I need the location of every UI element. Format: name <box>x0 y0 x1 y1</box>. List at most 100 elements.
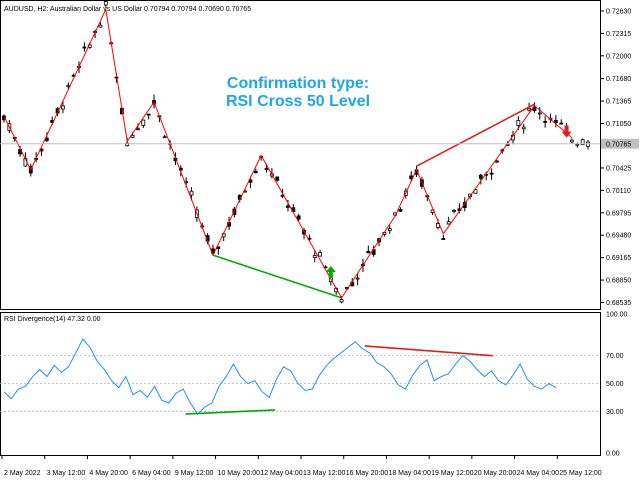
price-tick-label: 0.72315 <box>606 31 631 38</box>
candle-body <box>275 176 280 181</box>
candle <box>296 213 301 222</box>
time-tick-label: 9 May 12:00 <box>175 470 214 477</box>
candle-body <box>103 1 108 6</box>
candle-body <box>580 139 585 146</box>
price-tick-label: 0.69480 <box>606 233 631 240</box>
candle-body <box>543 120 548 123</box>
time-tick-label: 24 May 04:00 <box>517 470 560 477</box>
candle <box>275 176 280 182</box>
candle <box>387 225 392 235</box>
time-tick-label: 16 May 20:00 <box>346 470 389 477</box>
candle-body <box>355 277 360 280</box>
candle <box>189 187 194 201</box>
price-tick-label: 0.68535 <box>606 300 631 307</box>
candle <box>162 134 167 139</box>
time-tick-label: 6 May 04:00 <box>132 470 171 477</box>
candle-body <box>527 107 531 111</box>
rsi-tick-label: 70.00 <box>606 353 624 360</box>
price-tick-label: 0.72630 <box>606 8 631 15</box>
candle <box>559 119 564 125</box>
rsi-line <box>3 338 557 415</box>
time-tick-label: 4 May 20:00 <box>89 470 128 477</box>
candle <box>141 119 146 128</box>
candle-body <box>146 113 151 116</box>
price-chart-title: AUDUSD, H2: Australian Dollar vs US Doll… <box>4 6 251 13</box>
annotation-line-2: RSI Cross 50 Level <box>226 93 370 110</box>
candle-body <box>575 143 580 146</box>
rsi-title: RSI Divergence(14) 47.32 0.00 <box>4 316 101 323</box>
candle-body <box>559 122 564 125</box>
candle-body <box>82 46 87 49</box>
candle <box>216 246 221 255</box>
candle-body <box>553 119 558 123</box>
candle <box>398 207 403 212</box>
time-tick-label: 20 May 20:00 <box>474 470 517 477</box>
candle <box>312 249 317 263</box>
candle <box>495 159 499 163</box>
candle <box>446 216 451 225</box>
candle-body <box>441 238 446 240</box>
candle <box>82 42 87 52</box>
candle-body <box>452 210 456 212</box>
rsi-divergence-line <box>185 409 276 415</box>
candle-body <box>446 221 451 225</box>
price-divergence-line <box>212 254 342 299</box>
candle <box>543 116 548 128</box>
candle <box>355 273 360 286</box>
candle-body <box>264 168 269 170</box>
price-tick-label: 0.71365 <box>606 99 631 106</box>
current-price-tag <box>601 138 639 149</box>
candle-body <box>296 215 301 220</box>
candle-body <box>125 142 130 147</box>
candle <box>441 235 446 240</box>
candle-body <box>537 112 542 115</box>
price-tick-label: 0.68850 <box>606 278 631 285</box>
candle-body <box>286 205 290 208</box>
candle <box>366 245 371 254</box>
candle <box>103 0 108 9</box>
candle <box>532 102 537 113</box>
price-tick-label: 0.70110 <box>606 188 631 195</box>
rsi-divergence-line <box>364 345 493 357</box>
current-price-label: 0.70765 <box>606 141 631 148</box>
candle <box>521 123 526 134</box>
zigzag-line <box>3 7 573 299</box>
candle <box>586 139 590 150</box>
time-axis: 2 May 2022 3 May 12:00 4 May 20:00 6 May 04… <box>1 455 602 477</box>
candle-body <box>253 170 258 174</box>
candle-body <box>387 228 392 232</box>
sell-arrow-icon <box>561 125 572 138</box>
rsi-tick-label: 30.00 <box>606 409 624 416</box>
candle-body <box>178 167 183 171</box>
candle-body <box>532 107 537 112</box>
time-tick-label: 18 May 04:00 <box>388 470 431 477</box>
time-tick-label: 19 May 12:00 <box>431 470 474 477</box>
rsi-pane-frame <box>0 312 601 456</box>
rsi-tick-label: 50.00 <box>606 381 624 388</box>
time-tick-label: 25 May 12:00 <box>559 470 602 477</box>
price-tick-label: 0.71050 <box>606 121 631 128</box>
candle-body <box>162 136 167 139</box>
candle-body <box>495 160 499 163</box>
candle <box>61 101 65 114</box>
candle-body <box>570 139 574 143</box>
rsi-tick-label: 100.00 <box>606 312 628 319</box>
price-divergence-line <box>416 103 535 167</box>
price-pane: 0.72630 0.72315 0.72000 0.71680 0.71365 0.710… <box>0 0 639 310</box>
candle-body <box>189 190 194 196</box>
time-tick-label: 12 May 04:00 <box>260 470 303 477</box>
candle-body <box>516 120 521 126</box>
candle-body <box>366 250 371 254</box>
price-tick-label: 0.69165 <box>606 255 631 262</box>
candle-body <box>312 255 317 258</box>
candle <box>2 114 6 123</box>
candle-body <box>61 105 65 110</box>
candle <box>146 113 151 120</box>
candle <box>318 249 323 257</box>
rsi-tick-label: 0.00 <box>606 451 620 458</box>
candle-body <box>478 174 483 179</box>
price-tick-label: 0.71680 <box>606 76 631 83</box>
candle-body <box>489 172 494 175</box>
candle-body <box>398 209 403 212</box>
candle <box>286 200 290 212</box>
